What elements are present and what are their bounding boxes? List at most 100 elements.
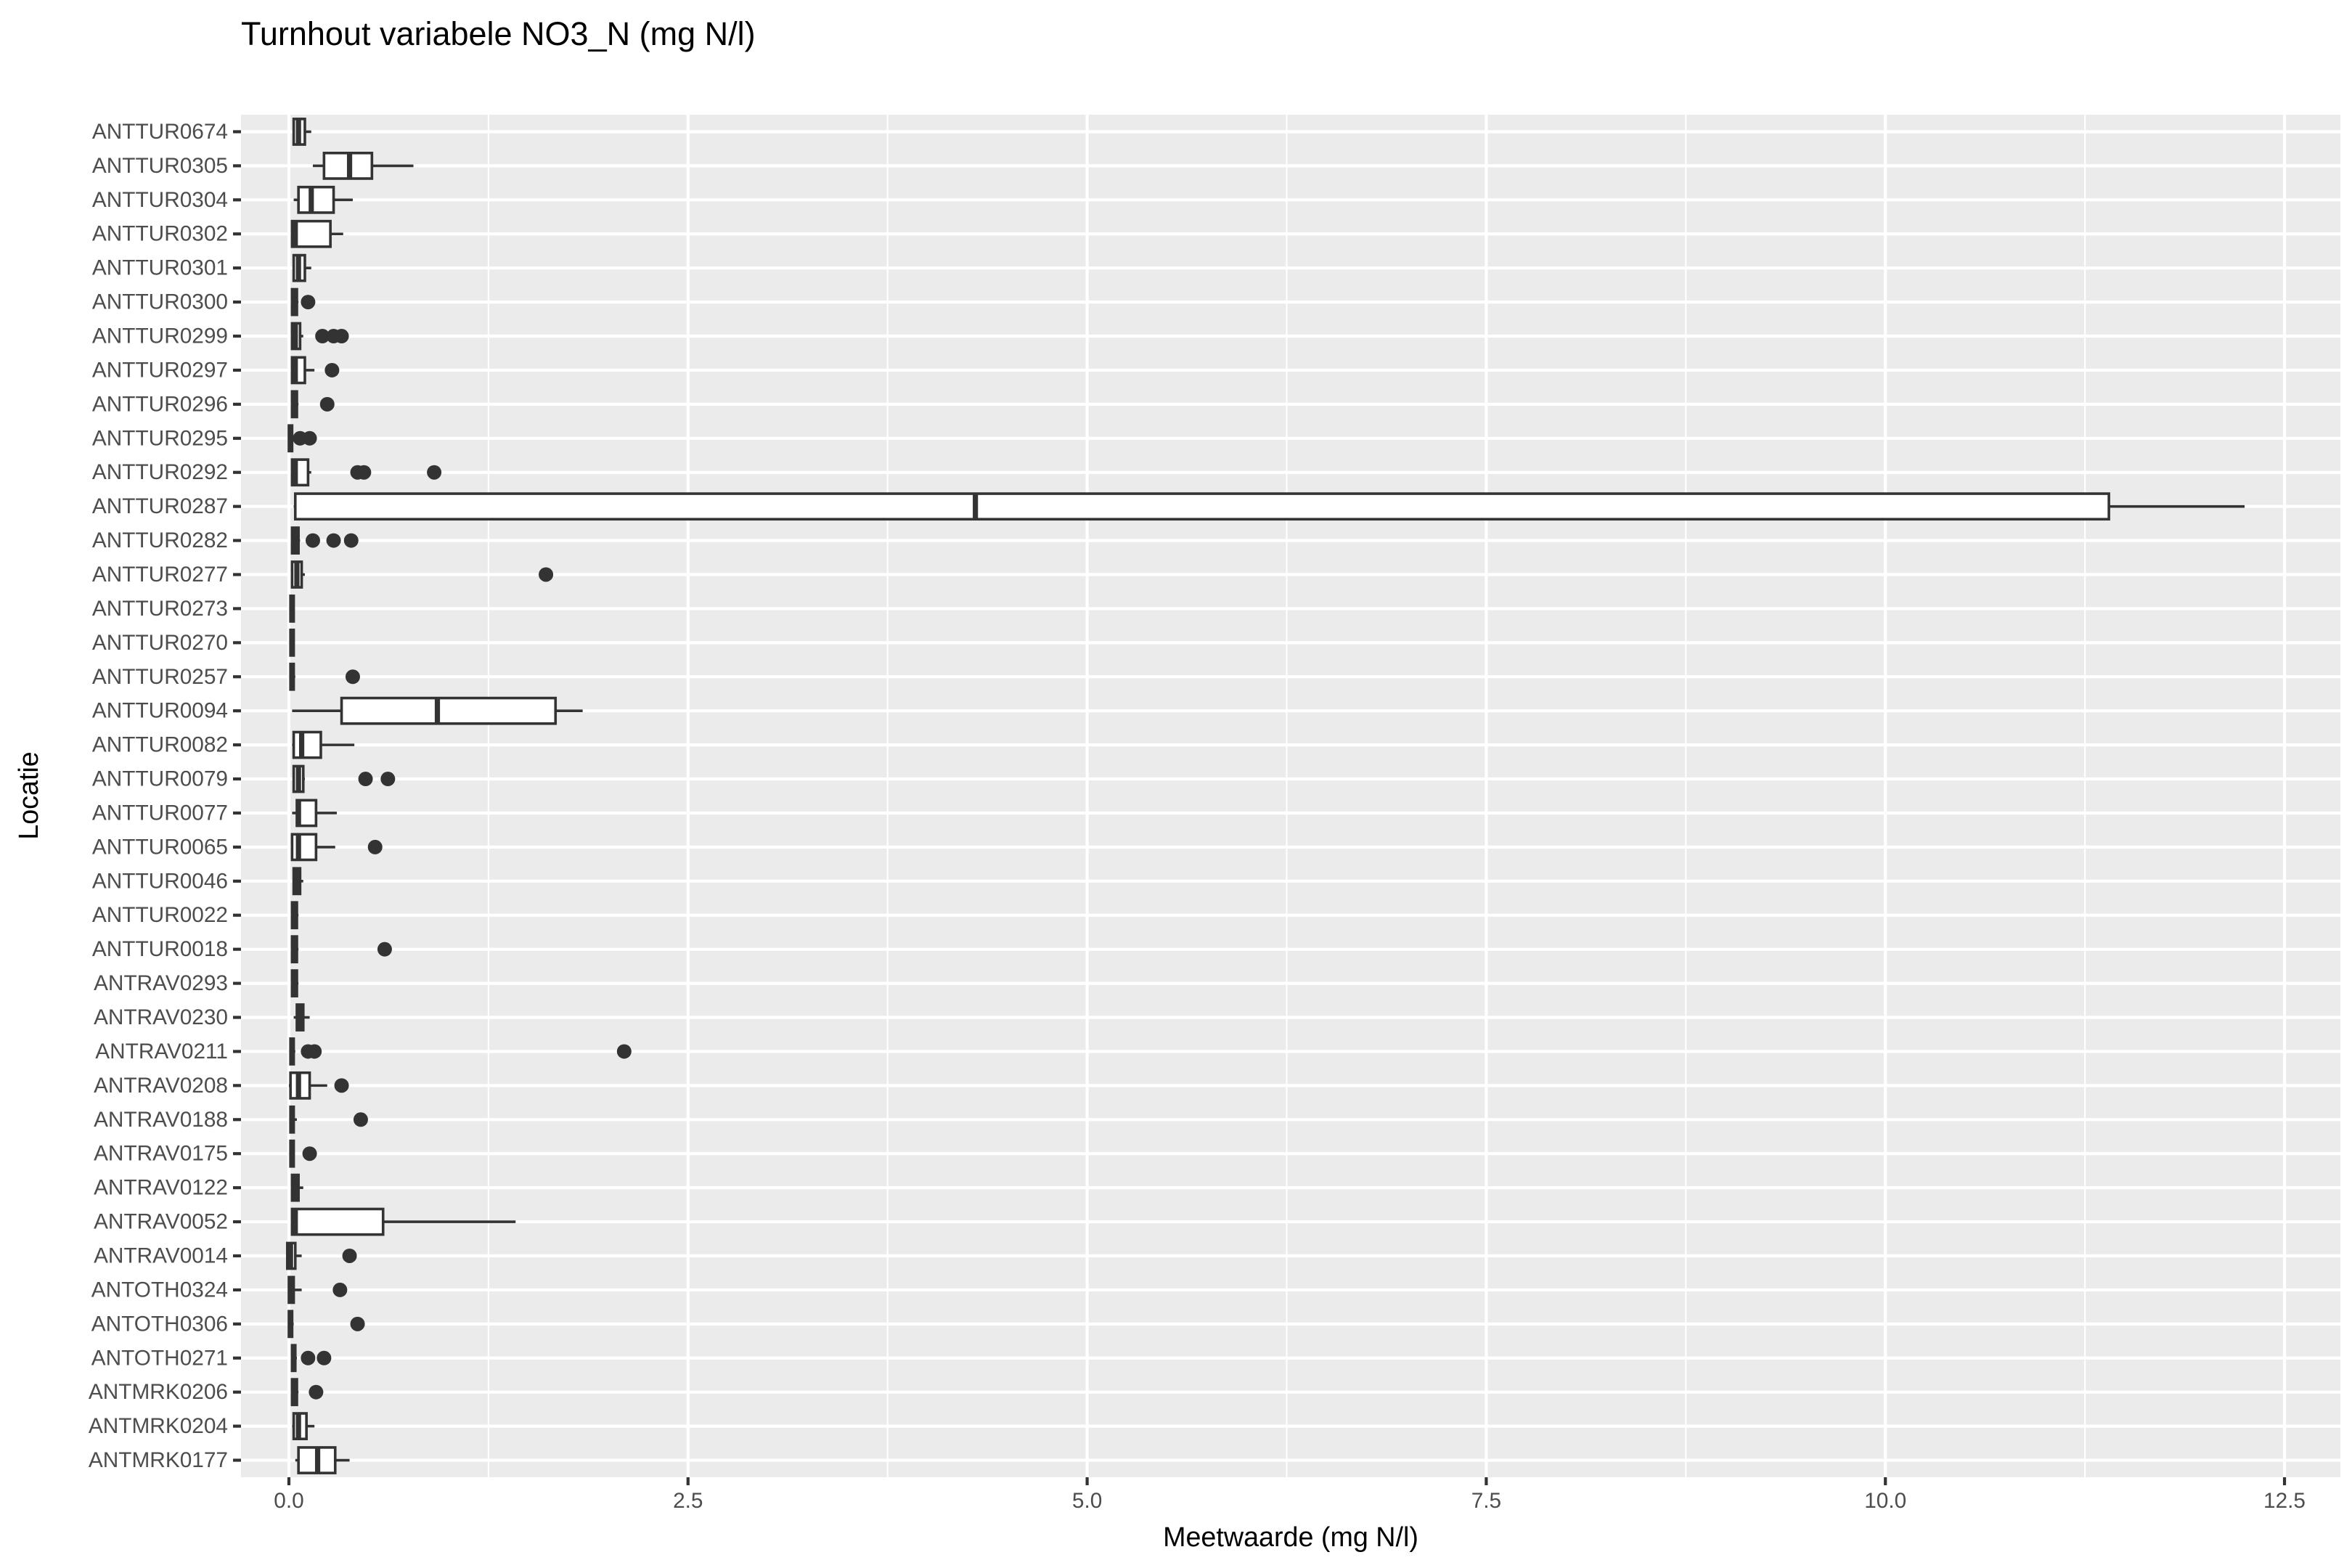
- box-antoth0306: [287, 1310, 365, 1339]
- y-tick-label: ANTTUR0305: [92, 154, 228, 178]
- box-iqr: [293, 492, 2110, 521]
- outlier-point: [345, 669, 360, 685]
- y-tick-label: ANTTUR0257: [92, 665, 228, 689]
- y-tick-label: ANTTUR0299: [92, 324, 228, 348]
- outlier-point: [301, 295, 316, 310]
- y-tick-label: ANTOTH0271: [91, 1346, 228, 1370]
- outlier-point: [343, 533, 359, 548]
- outlier-point: [350, 1316, 365, 1331]
- y-tick-label: ANTOTH0306: [91, 1312, 228, 1336]
- outlier-point: [307, 1044, 322, 1059]
- box-anttur0277: [290, 560, 554, 589]
- outlier-point: [315, 329, 330, 344]
- box-anttur0018: [290, 935, 392, 964]
- box-anttur0297: [290, 356, 340, 385]
- outlier-point: [353, 1112, 368, 1127]
- y-tick-label: ANTTUR0282: [92, 528, 228, 552]
- y-tick-label: ANTTUR0079: [92, 767, 228, 791]
- y-tick-label: ANTTUR0082: [92, 733, 228, 757]
- box-anttur0022: [290, 901, 299, 930]
- box-antrav0211: [289, 1037, 632, 1066]
- y-tick-label: ANTRAV0052: [94, 1210, 228, 1234]
- y-tick-label: ANTTUR0277: [92, 563, 228, 587]
- box-anttur0302: [290, 219, 343, 248]
- box-antrav0208: [288, 1071, 349, 1100]
- box-anttur0082: [292, 730, 355, 759]
- outlier-point: [342, 1248, 357, 1263]
- box-antrav0188: [289, 1105, 368, 1134]
- box-anttur0300: [290, 287, 316, 317]
- outlier-point: [302, 1146, 317, 1161]
- outlier-point: [324, 362, 340, 377]
- box-antrav0122: [290, 1173, 303, 1202]
- box-anttur0304: [293, 185, 353, 214]
- y-tick-label: ANTRAV0293: [94, 971, 228, 995]
- y-tick-label: ANTRAV0014: [94, 1244, 228, 1267]
- y-tick-label: ANTTUR0301: [92, 256, 228, 280]
- box-antrav0175: [289, 1139, 317, 1168]
- box-antrav0052: [290, 1207, 516, 1236]
- y-axis-title: Locatie: [13, 751, 44, 840]
- y-tick-label: ANTTUR0297: [92, 358, 228, 382]
- box-anttur0079: [292, 764, 396, 793]
- y-tick-label: ANTTUR0273: [92, 597, 228, 621]
- y-tick-label: ANTTUR0674: [92, 120, 228, 144]
- y-tick-label: ANTTUR0300: [92, 290, 228, 314]
- y-tick-label: ANTTUR0304: [92, 188, 228, 212]
- outlier-point: [427, 465, 442, 480]
- y-tick-label: ANTRAV0188: [94, 1108, 228, 1132]
- outlier-point: [326, 533, 341, 548]
- box-antoth0324: [287, 1275, 348, 1304]
- box-antoth0271: [290, 1344, 332, 1373]
- box-antmrk0177: [295, 1446, 350, 1474]
- outlier-point: [334, 329, 349, 344]
- box-anttur0273: [289, 595, 295, 623]
- y-tick-label: ANTTUR0295: [92, 426, 228, 450]
- y-tick-label: ANTRAV0208: [94, 1074, 228, 1098]
- box-antrav0230: [293, 1003, 310, 1032]
- y-tick-label: ANTTUR0077: [92, 801, 228, 825]
- y-tick-label: ANTTUR0302: [92, 222, 228, 246]
- box-iqr: [292, 730, 322, 759]
- box-iqr: [290, 1207, 385, 1236]
- y-tick-label: ANTMRK0177: [89, 1448, 228, 1472]
- y-tick-label: ANTTUR0270: [92, 631, 228, 655]
- y-tick-label: ANTTUR0018: [92, 937, 228, 961]
- box-iqr: [290, 833, 318, 862]
- box-anttur0301: [292, 253, 311, 282]
- x-tick-label: 5.0: [1072, 1489, 1102, 1513]
- outlier-point: [309, 1384, 324, 1400]
- box-antmrk0206: [290, 1378, 324, 1407]
- box-iqr: [297, 185, 335, 214]
- x-axis: 0.0 2.5 5.0 7.5 10.0 12.5: [274, 1477, 2306, 1513]
- box-anttur0282: [290, 526, 359, 555]
- y-tick-label: ANTTUR0287: [92, 494, 228, 518]
- outlier-point: [358, 772, 373, 787]
- y-tick-label: ANTMRK0206: [89, 1380, 228, 1404]
- x-tick-label: 10.0: [1864, 1489, 1906, 1513]
- outlier-point: [319, 396, 335, 412]
- outlier-point: [377, 942, 392, 957]
- outlier-point: [302, 430, 317, 446]
- x-axis-title: Meetwaarde (mg N/l): [1163, 1522, 1418, 1552]
- outlier-point: [334, 1078, 349, 1093]
- plot-panel: [241, 115, 2340, 1477]
- y-tick-label: ANTTUR0292: [92, 460, 228, 484]
- y-tick-label: ANTRAV0230: [94, 1005, 228, 1029]
- x-tick-label: 12.5: [2263, 1489, 2306, 1513]
- y-tick-label: ANTOTH0324: [91, 1278, 228, 1302]
- y-tick-label: ANTTUR0094: [92, 699, 228, 723]
- box-anttur0287: [293, 492, 2245, 521]
- outlier-point: [317, 1350, 332, 1365]
- box-anttur0296: [290, 390, 335, 419]
- outlier-point: [305, 533, 320, 548]
- box-anttur0065: [290, 833, 383, 862]
- y-tick-label: ANTRAV0211: [95, 1040, 228, 1063]
- box-iqr: [340, 696, 558, 725]
- box-anttur0674: [292, 118, 311, 146]
- box-anttur0094: [292, 696, 583, 725]
- box-iqr: [290, 219, 332, 248]
- box-antrav0014: [285, 1241, 357, 1270]
- outlier-point: [301, 1350, 316, 1365]
